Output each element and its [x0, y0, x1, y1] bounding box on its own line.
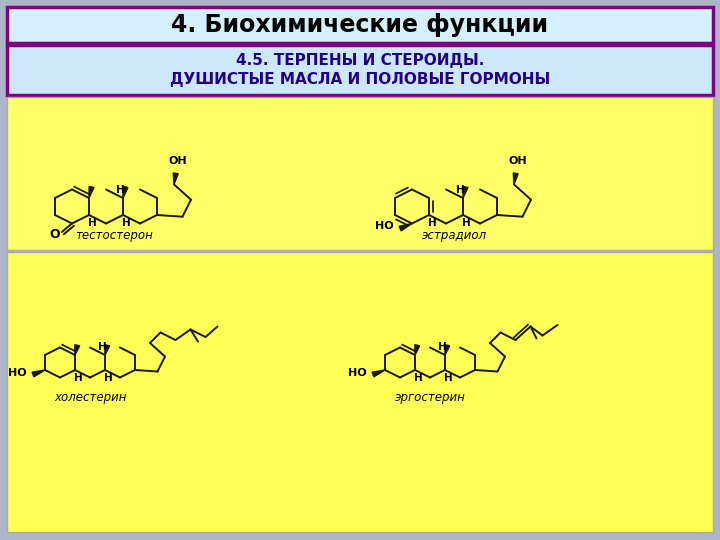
Bar [7, 252, 713, 532]
Text: H: H [116, 185, 125, 195]
Polygon shape [372, 370, 385, 377]
Text: холестерин: холестерин [54, 390, 126, 403]
Bar [7, 7, 713, 43]
Text: O: O [50, 228, 60, 241]
Text: H: H [413, 373, 423, 383]
Text: OH: OH [168, 157, 187, 166]
Text: H: H [456, 185, 464, 195]
Polygon shape [445, 345, 450, 355]
Text: OH: OH [508, 157, 527, 166]
Text: H: H [104, 373, 112, 383]
Text: H: H [444, 373, 452, 383]
Polygon shape [399, 224, 412, 231]
Polygon shape [463, 186, 468, 198]
Text: H: H [98, 342, 107, 352]
Text: H: H [462, 218, 470, 228]
Polygon shape [89, 186, 94, 198]
Text: HO: HO [8, 368, 27, 379]
Text: тестостерон: тестостерон [76, 229, 153, 242]
Text: 4. Биохимические функции: 4. Биохимические функции [171, 13, 549, 37]
Polygon shape [415, 345, 420, 355]
Text: эргостерин: эргостерин [395, 390, 465, 403]
Text: H: H [73, 373, 82, 383]
Bar [7, 45, 713, 95]
Text: эстрадиол: эстрадиол [422, 229, 487, 242]
Text: H: H [88, 218, 96, 228]
Polygon shape [123, 186, 128, 198]
Text: HO: HO [374, 221, 393, 231]
Polygon shape [75, 345, 80, 355]
Bar [7, 97, 713, 250]
Polygon shape [513, 173, 518, 184]
Text: 4.5. ТЕРПЕНЫ И СТЕРОИДЫ.
ДУШИСТЫЕ МАСЛА И ПОЛОВЫЕ ГОРМОНЫ: 4.5. ТЕРПЕНЫ И СТЕРОИДЫ. ДУШИСТЫЕ МАСЛА … [170, 52, 550, 87]
Polygon shape [174, 173, 178, 184]
Text: H: H [438, 342, 446, 352]
Text: HO: HO [348, 368, 366, 379]
Text: H: H [122, 218, 130, 228]
Polygon shape [32, 370, 45, 377]
Polygon shape [105, 345, 109, 355]
Text: H: H [428, 218, 436, 228]
